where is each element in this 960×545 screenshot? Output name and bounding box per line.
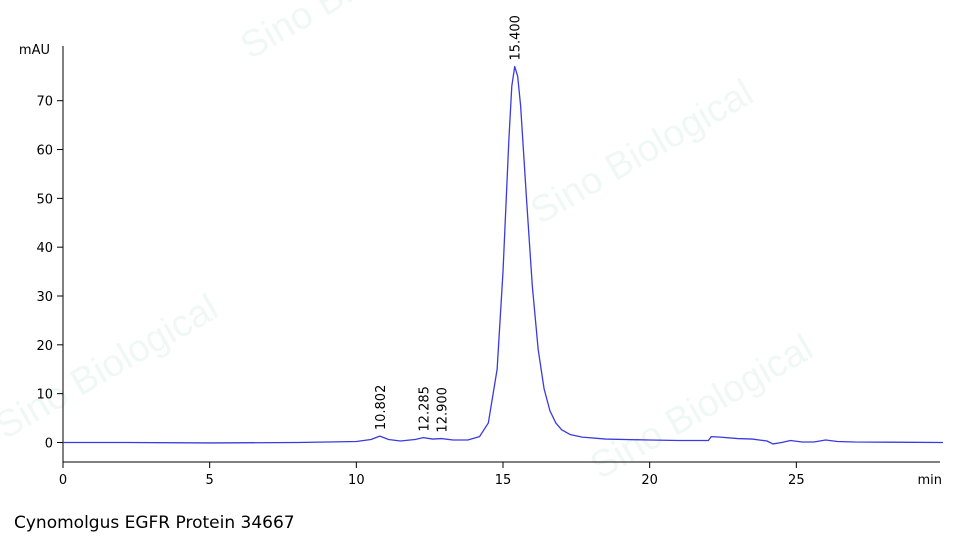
y-tick-label: 50 [36,192,53,207]
caption: Cynomolgus EGFR Protein 34667 [14,513,295,533]
x-tick-label: 10 [348,473,365,488]
x-tick-label: 5 [206,473,214,488]
y-tick-label: 20 [36,339,53,354]
y-tick-label: 0 [45,436,53,451]
watermark: Sino Biological [524,72,761,233]
x-tick-label: 0 [59,473,67,488]
x-tick-label: 25 [788,473,805,488]
trace [63,65,944,445]
peak-label: 10.802 [374,385,389,431]
x-tick-label: 20 [641,473,658,488]
y-tick-label: 10 [36,388,53,403]
peak-label: 15.400 [509,15,524,61]
y-tick-label: 40 [36,241,53,256]
y-tick-label: 60 [36,144,53,159]
peak-label: 12.900 [435,387,450,433]
x-axis-label: min [917,473,942,488]
y-axis-label: mAU [19,43,50,58]
watermark: Sino Biological [234,0,471,68]
watermark: Sino Biological [0,287,225,448]
watermark: Sino Biological [584,327,821,488]
peak-label: 12.285 [417,386,432,432]
y-tick-label: 30 [36,290,53,305]
x-tick-label: 15 [495,473,512,488]
y-tick-label: 70 [36,95,53,110]
